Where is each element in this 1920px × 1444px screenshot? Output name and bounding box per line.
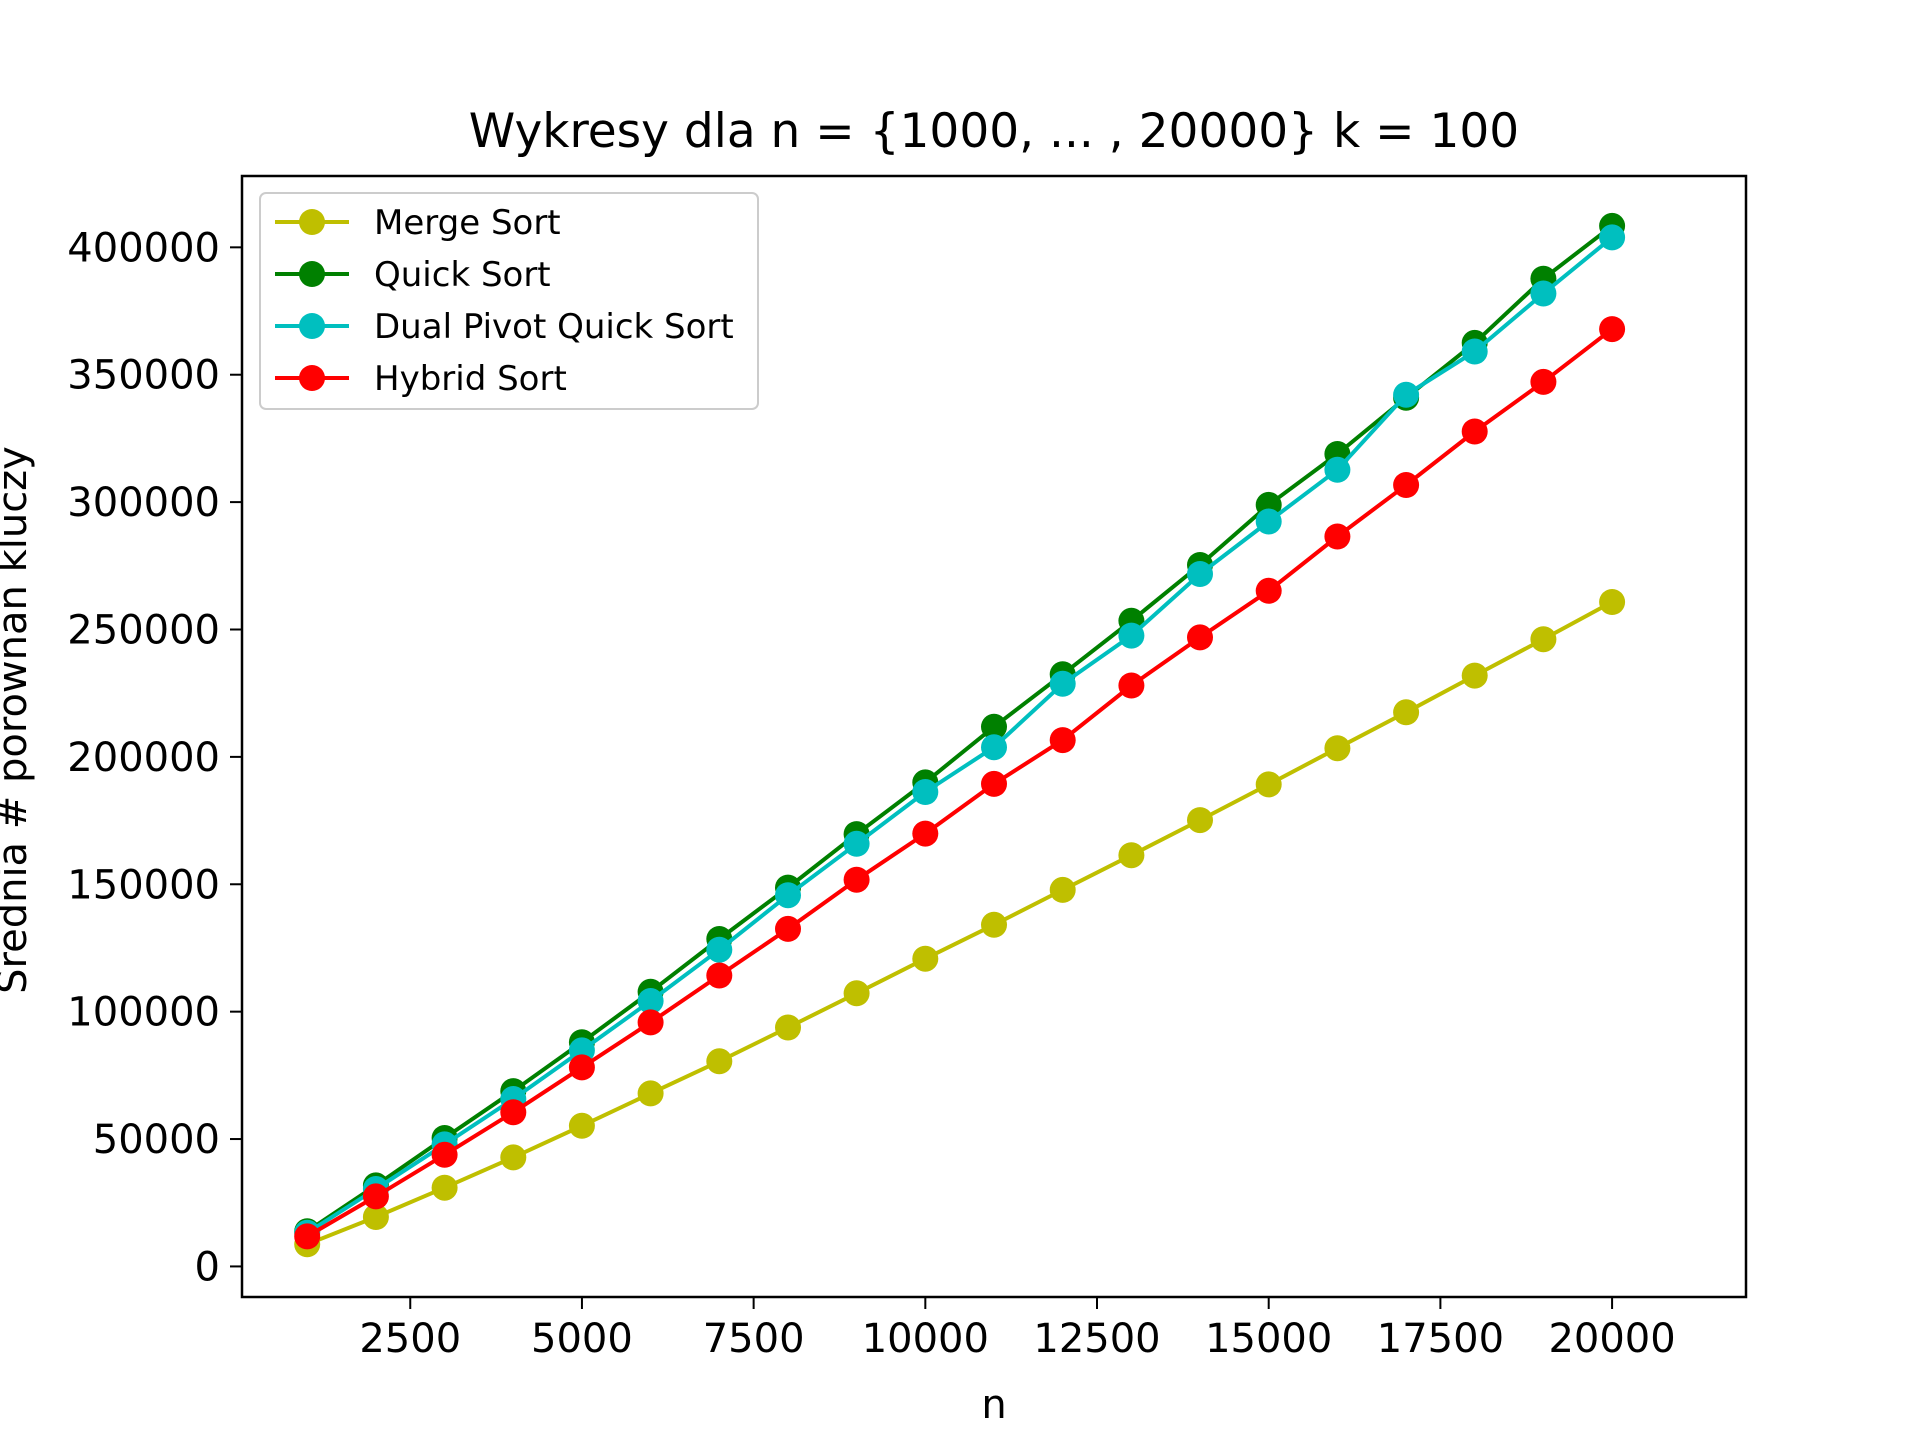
y-tick-label: 150000 [67,862,220,908]
data-point [706,962,733,989]
data-point [912,945,939,972]
data-point [500,1144,527,1171]
data-point [981,734,1007,761]
data-point [843,980,870,1007]
data-point [1393,381,1420,408]
data-point [1599,589,1626,615]
data-point [1393,472,1420,498]
y-axis-label: Srednia # porownan kluczy [0,446,36,994]
data-point [362,1204,389,1230]
data-point [706,1048,733,1075]
x-tick-label: 7500 [703,1316,805,1362]
data-point [775,882,801,909]
data-point [1187,624,1213,651]
data-point [637,1009,664,1036]
y-tick-label: 200000 [67,735,220,781]
data-point [981,770,1007,797]
x-tick-label: 15000 [1205,1316,1332,1362]
x-tick-label: 20000 [1548,1316,1675,1362]
data-point [637,988,664,1014]
data-point [1255,771,1282,798]
legend-box [259,192,759,410]
series-line-0 [306,600,1614,1247]
data-point [1461,418,1488,445]
data-point [981,713,1007,740]
data-point [775,1014,801,1041]
data-point [1118,842,1145,869]
data-point [1324,523,1351,550]
y-tick-label: 100000 [67,990,220,1036]
data-point [294,1223,321,1250]
data-point [431,1174,458,1201]
legend-label: Merge Sort [374,203,561,243]
legend-marker [299,313,325,339]
data-point [568,1112,595,1139]
data-point [1118,622,1145,649]
plot-area [240,174,1748,1299]
series-line-3 [306,327,1614,1239]
data-point [500,1099,527,1126]
chart-title: Wykresy dla n = {1000, ... , 20000} k = … [469,104,1519,159]
x-tick-label: 12500 [1033,1316,1160,1362]
legend-label: Hybrid Sort [374,359,567,399]
legend-label: Dual Pivot Quick Sort [374,307,734,347]
data-point [1049,876,1076,903]
data-point [1393,699,1420,726]
x-axis-label: n [981,1382,1006,1428]
data-point [1530,626,1557,653]
x-tick-label: 5000 [531,1316,633,1362]
y-tick-label: 250000 [67,607,220,653]
y-tick-label: 0 [195,1244,220,1290]
data-point [775,915,801,942]
data-point [1530,368,1557,395]
data-point [1049,670,1076,697]
data-point [1599,316,1626,343]
data-point [1530,280,1557,307]
series-line-2 [306,235,1614,1235]
y-axis: 0 50000 100000 150000 200000 250000 300000 3500… [67,225,242,1290]
data-point [981,911,1007,938]
data-point [637,1080,664,1107]
x-tick-label: 10000 [862,1316,989,1362]
y-tick-label: 350000 [67,353,220,399]
data-point [1255,508,1282,535]
data-point [1461,338,1488,365]
legend-label: Quick Sort [374,255,551,295]
y-tick-label: 50000 [93,1117,220,1163]
x-axis: 2500 5000 7500 10000 12500 15000 17500 20000 [359,1297,1676,1362]
legend-marker [299,365,325,391]
plot-frame [240,174,1748,1299]
data-point [1118,672,1145,699]
data-point [1324,456,1351,483]
data-point [568,1054,595,1081]
data-point [1049,727,1076,754]
data-point [362,1183,389,1210]
data-point [1187,807,1213,834]
x-tick-label: 2500 [359,1316,461,1362]
data-point [1255,577,1282,604]
y-tick-label: 400000 [67,225,220,271]
data-point [843,830,870,857]
data-point [706,936,733,963]
data-point [1324,735,1351,762]
data-point [843,866,870,893]
data-point [431,1141,458,1168]
data-point [1187,561,1213,587]
legend-marker [299,209,325,235]
data-point [912,779,939,805]
legend-marker [299,261,325,287]
y-tick-label: 300000 [67,480,220,526]
legend: Merge Sort Quick Sort Dual Pivot Quick Sor… [259,192,759,410]
data-point [912,820,939,847]
data-point [1599,224,1626,251]
x-tick-label: 17500 [1377,1316,1504,1362]
data-point [1461,662,1488,689]
